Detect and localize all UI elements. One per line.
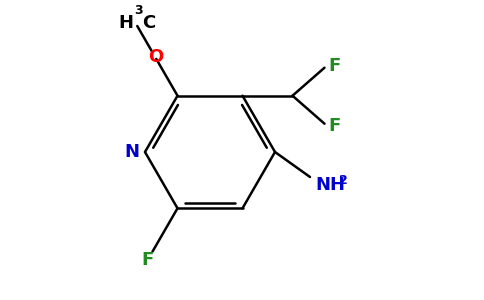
Text: C: C <box>142 14 155 32</box>
Text: H: H <box>118 14 133 32</box>
Text: 3: 3 <box>134 4 143 17</box>
Text: NH: NH <box>315 176 345 194</box>
Text: F: F <box>141 251 153 269</box>
Text: O: O <box>149 48 164 66</box>
Text: 2: 2 <box>339 175 348 188</box>
Text: F: F <box>328 57 341 75</box>
Text: N: N <box>124 143 139 161</box>
Text: F: F <box>328 117 341 135</box>
